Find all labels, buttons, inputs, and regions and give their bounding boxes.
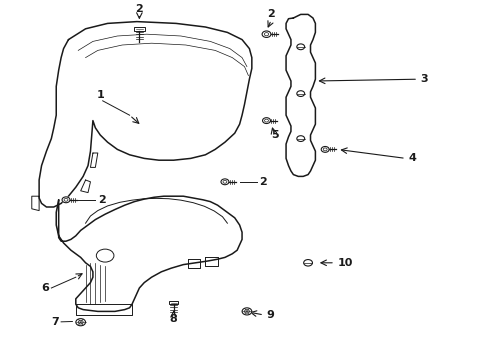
- Circle shape: [76, 319, 85, 326]
- Bar: [168, 301, 178, 304]
- Polygon shape: [76, 304, 132, 315]
- Polygon shape: [56, 196, 242, 311]
- Polygon shape: [32, 196, 39, 211]
- Text: 1: 1: [96, 90, 104, 100]
- Polygon shape: [285, 14, 315, 176]
- Circle shape: [262, 118, 270, 123]
- Circle shape: [262, 31, 270, 37]
- Text: 2: 2: [267, 9, 275, 19]
- Text: 2: 2: [98, 195, 105, 205]
- Polygon shape: [90, 153, 98, 167]
- Text: 4: 4: [407, 153, 415, 163]
- Text: 2: 2: [259, 177, 266, 187]
- Polygon shape: [205, 257, 217, 266]
- Polygon shape: [81, 180, 90, 193]
- Circle shape: [303, 260, 312, 266]
- Text: 3: 3: [420, 74, 427, 84]
- Text: 5: 5: [271, 130, 279, 140]
- Circle shape: [296, 44, 304, 50]
- Polygon shape: [188, 259, 200, 268]
- Circle shape: [62, 197, 70, 203]
- Circle shape: [296, 91, 304, 96]
- Circle shape: [321, 147, 328, 152]
- Text: 7: 7: [51, 317, 59, 327]
- Circle shape: [296, 136, 304, 141]
- Bar: [134, 27, 144, 31]
- Text: 6: 6: [41, 283, 49, 293]
- Text: 8: 8: [169, 314, 177, 324]
- Text: 9: 9: [266, 310, 274, 320]
- Text: 2: 2: [135, 4, 143, 14]
- Text: 10: 10: [337, 258, 352, 268]
- Circle shape: [242, 308, 251, 315]
- Circle shape: [221, 179, 228, 185]
- Bar: [168, 301, 178, 304]
- Bar: [134, 27, 144, 31]
- Polygon shape: [39, 22, 251, 207]
